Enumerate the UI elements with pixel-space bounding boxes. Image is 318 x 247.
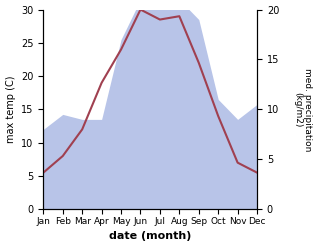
X-axis label: date (month): date (month) <box>109 231 191 242</box>
Y-axis label: med. precipitation
(kg/m2): med. precipitation (kg/m2) <box>293 68 313 151</box>
Y-axis label: max temp (C): max temp (C) <box>5 76 16 143</box>
